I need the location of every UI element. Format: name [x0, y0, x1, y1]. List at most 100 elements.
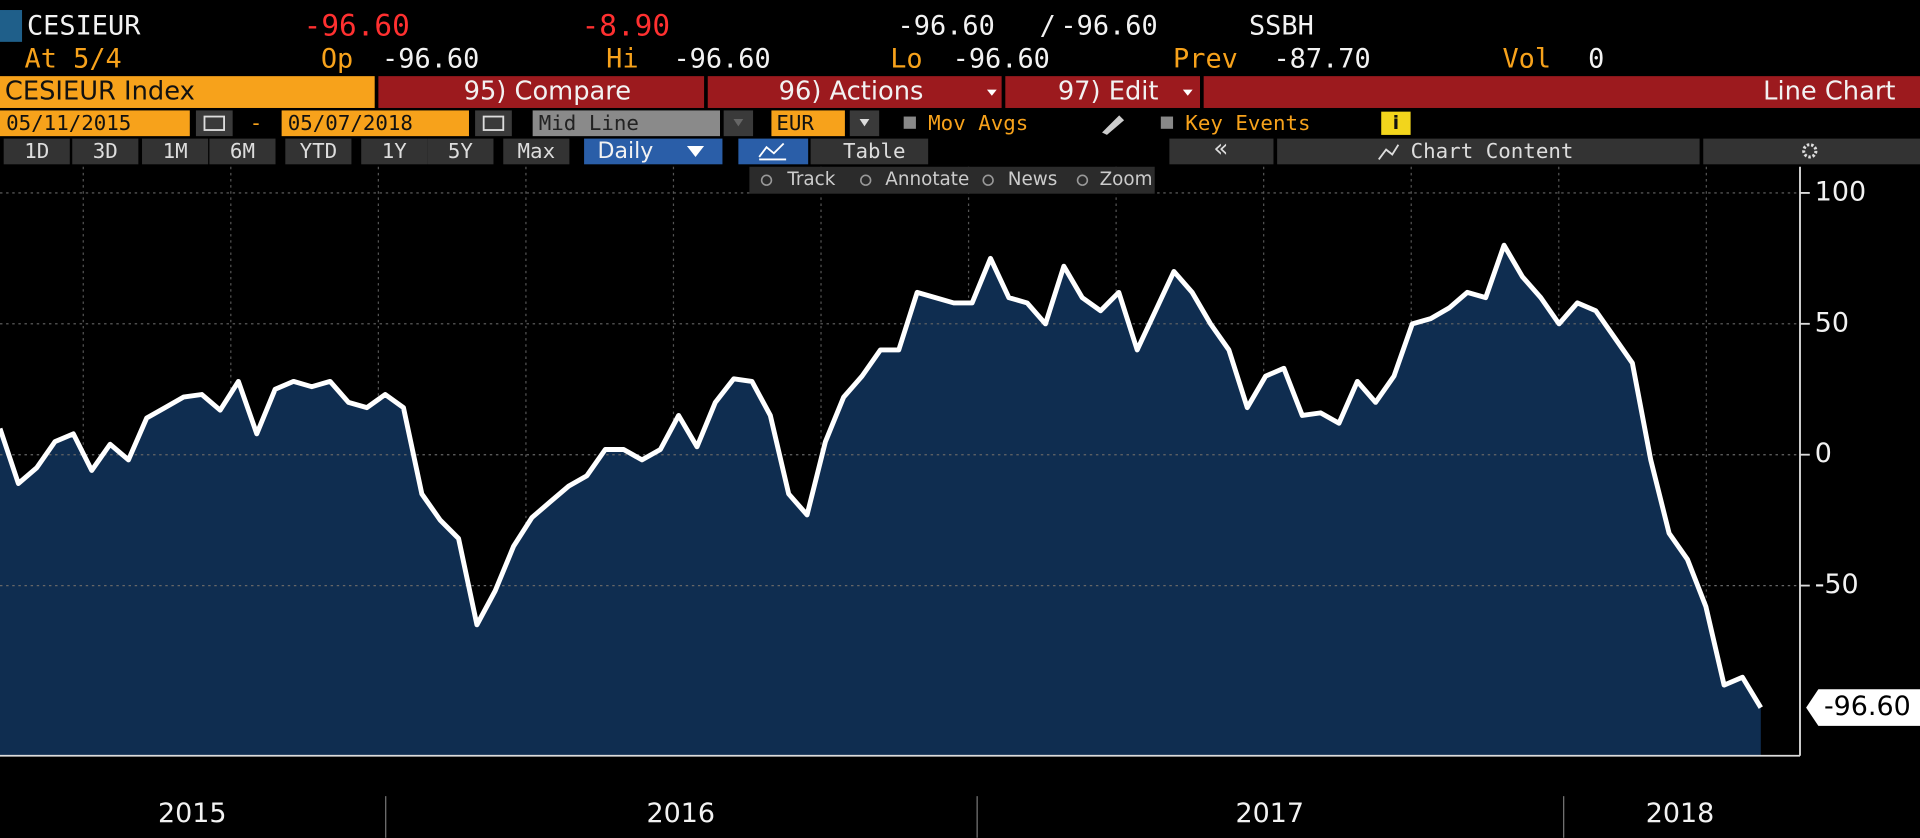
tool-icon [982, 174, 994, 186]
vol-value: 0 [1588, 44, 1604, 75]
low-value: -96.60 [953, 44, 1050, 75]
tool-button[interactable]: Zoom [1100, 169, 1153, 190]
dropdown-arrow [686, 145, 705, 157]
source: SSBH [1249, 11, 1314, 42]
tool-icon [860, 174, 872, 186]
low-label: Lo [890, 44, 922, 75]
pencil-icon[interactable] [1102, 115, 1125, 135]
compare-button[interactable] [378, 76, 705, 108]
chart-icon [758, 142, 787, 161]
chart-tab[interactable] [738, 138, 809, 165]
collapse-button[interactable] [1169, 138, 1274, 165]
tool-icon [1076, 174, 1089, 186]
ticker: CESIEUR [27, 11, 141, 42]
security: CESIEUR Index [5, 77, 195, 107]
settings-button[interactable] [1703, 138, 1920, 165]
period-button[interactable] [142, 138, 209, 165]
x-tick-label: 2015 [158, 798, 227, 829]
table-tab-label: Table [843, 139, 906, 163]
area-fill [0, 245, 1761, 756]
date-dash: - [250, 111, 263, 135]
collapse-icon: « [1213, 134, 1228, 163]
checkbox[interactable] [903, 116, 916, 129]
period-label: Max [518, 139, 556, 163]
start-date: 05/11/2015 [6, 111, 131, 135]
chart-content-button[interactable] [1277, 138, 1700, 165]
currency-box[interactable] [771, 110, 845, 137]
edit: 97) Edit [1058, 77, 1159, 107]
mov-avgs: Mov Avgs [928, 111, 1028, 135]
tool-icon [760, 174, 773, 186]
actions: 96) Actions [779, 77, 924, 107]
bid-ask-separator: / [1040, 11, 1056, 42]
last-value-marker [1806, 689, 1920, 726]
period-label: 1Y [382, 139, 408, 163]
series-line [0, 242, 1763, 709]
prev-label: Prev [1173, 44, 1238, 75]
line-style: Mid Line [539, 111, 639, 135]
calendar-icon [482, 115, 505, 131]
calendar-icon [203, 115, 225, 131]
period-label: 1D [24, 139, 49, 163]
vol-label: Vol [1502, 44, 1551, 75]
dropdown-arrow [986, 89, 997, 96]
table-tab[interactable] [810, 138, 929, 165]
calendar-button[interactable] [195, 110, 233, 137]
period-label: 6M [230, 139, 255, 163]
dropdown-arrow [733, 119, 744, 127]
period-button[interactable] [361, 138, 428, 165]
as-of: At 5/4 [24, 44, 121, 75]
tool-button[interactable]: Annotate [885, 169, 969, 190]
view-bar [1203, 76, 1920, 108]
ticker-icon [0, 10, 23, 42]
security-box[interactable] [0, 76, 375, 108]
period-button[interactable] [285, 138, 352, 165]
open-label: Op [321, 44, 353, 75]
currency: EUR [776, 111, 814, 135]
y-tick-label: -50 [1815, 569, 1859, 600]
period-label: YTD [300, 139, 338, 163]
end-date: 05/07/2018 [288, 111, 413, 135]
actions-button[interactable] [707, 76, 1002, 108]
x-tick-label: 2018 [1646, 798, 1715, 829]
edit-button[interactable] [1005, 76, 1200, 108]
y-tick-label: 100 [1815, 176, 1866, 207]
prev-value: -87.70 [1273, 44, 1370, 75]
period-button[interactable] [427, 138, 494, 165]
view-name: Line Chart [1763, 77, 1895, 107]
gear-icon [1802, 143, 1818, 159]
open-value: -96.60 [382, 44, 479, 75]
period-button[interactable] [209, 138, 276, 165]
last-price: -96.60 [304, 9, 410, 43]
tool-button[interactable]: Track [786, 169, 835, 190]
chart-content-label: Chart Content [1411, 139, 1574, 163]
last-value-label: -96.60 [1824, 691, 1911, 722]
chart-content-icon [1378, 144, 1400, 160]
dropdown-arrow [1182, 89, 1193, 96]
line-style-box[interactable] [532, 110, 720, 137]
period-label: 5Y [448, 139, 474, 163]
compare: 95) Compare [464, 77, 632, 107]
bid: -96.60 [898, 11, 995, 42]
x-tick-label: 2016 [647, 798, 716, 829]
period-button[interactable] [503, 138, 570, 165]
info-icon: i [1393, 113, 1399, 134]
period-button[interactable] [72, 138, 139, 165]
y-tick-label: 50 [1815, 307, 1849, 338]
x-tick-label: 2017 [1236, 798, 1305, 829]
ask: -96.60 [1060, 11, 1157, 42]
calendar-button[interactable] [475, 110, 512, 137]
key-events: Key Events [1185, 111, 1310, 135]
period-label: 3D [93, 139, 118, 163]
checkbox[interactable] [1160, 116, 1174, 129]
start-date-box[interactable] [0, 110, 190, 137]
info-box[interactable] [1381, 111, 1411, 135]
period-button[interactable] [3, 138, 70, 165]
dropdown-arrow [859, 119, 870, 127]
tool-button[interactable]: News [1008, 169, 1058, 190]
end-date-box[interactable] [281, 110, 469, 137]
high-label: Hi [606, 44, 638, 75]
frequency: Daily [598, 139, 654, 164]
